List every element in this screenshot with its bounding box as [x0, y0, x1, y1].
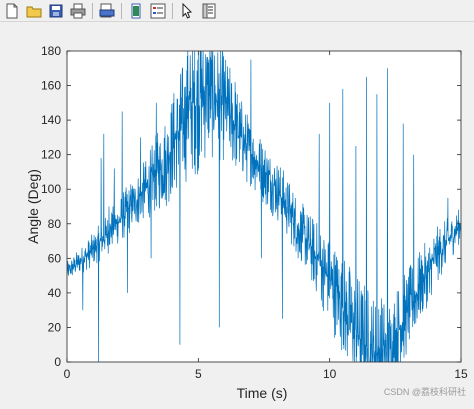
axes-box: [66, 50, 462, 363]
open-folder-icon[interactable]: [24, 1, 44, 21]
y-tick-label: 40: [48, 286, 62, 300]
print-icon[interactable]: [68, 1, 88, 21]
y-tick-label: 0: [54, 355, 61, 369]
link-icon[interactable]: [126, 1, 146, 21]
toolbar-separator: [172, 2, 173, 19]
y-tick-label: 100: [41, 182, 61, 196]
y-tick-label: 160: [41, 79, 61, 93]
y-tick-label: 180: [41, 44, 61, 58]
watermark: CSDN @荔枝科研社: [383, 387, 466, 397]
x-axis-label: Time (s): [237, 385, 288, 401]
print-preview-icon[interactable]: [97, 1, 117, 21]
save-icon[interactable]: [46, 1, 66, 21]
insert-legend-icon[interactable]: [148, 1, 168, 21]
figure-toolbar: [0, 0, 474, 22]
series-line: [67, 51, 461, 362]
x-tick-label: 5: [195, 367, 202, 381]
x-tick-label: 15: [454, 367, 468, 381]
y-tick-label: 140: [41, 113, 61, 127]
x-tick-label: 10: [323, 367, 337, 381]
new-file-icon[interactable]: [2, 1, 22, 21]
y-axis-label: Angle (Deg): [25, 169, 41, 244]
property-inspector-icon[interactable]: [199, 1, 219, 21]
edit-plot-icon[interactable]: [177, 1, 197, 21]
chart: 0 20 40 60 80 100 120 140 160 180 0 5 10 15 Time (s) An…: [25, 44, 468, 401]
y-tick-label: 80: [48, 217, 62, 231]
y-tick-label: 20: [48, 320, 62, 334]
figure-area: 0 20 40 60 80 100 120 140 160 180 0 5 10 15 Time (s) An…: [0, 22, 474, 404]
y-tick-label: 60: [48, 251, 62, 265]
toolbar-separator: [92, 2, 93, 19]
toolbar-separator: [121, 2, 122, 19]
y-tick-label: 120: [41, 148, 61, 162]
x-tick-label: 0: [64, 367, 71, 381]
